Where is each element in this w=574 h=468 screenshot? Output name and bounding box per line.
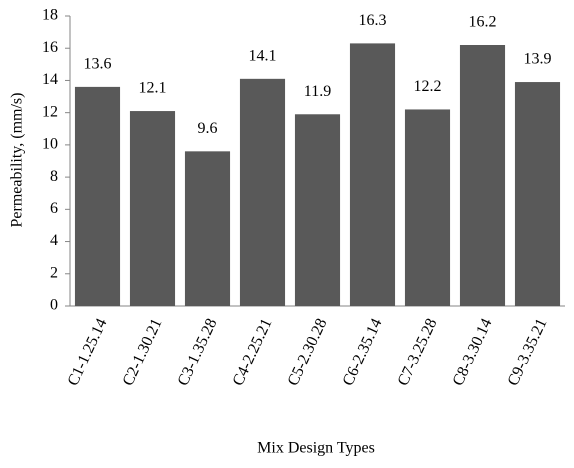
y-tick-label: 16: [42, 39, 58, 56]
y-axis-label: Permeability, (mm/s): [9, 93, 26, 228]
data-label: 12.2: [414, 78, 442, 95]
x-tick-label: C3-1.35.28: [175, 316, 221, 388]
data-label: 9.6: [198, 120, 218, 137]
y-tick-label: 10: [42, 136, 58, 153]
bar: [74, 86, 121, 306]
bar: [129, 111, 176, 306]
data-label: 16.3: [359, 12, 387, 29]
x-tick-label: C1-1.25.14: [65, 316, 111, 388]
y-tick-label: 4: [50, 232, 58, 249]
data-label: 14.1: [249, 48, 277, 65]
data-label: 13.9: [524, 51, 552, 68]
bar: [459, 45, 506, 306]
bar: [294, 114, 341, 307]
x-axis-label: Mix Design Types: [257, 440, 375, 457]
y-tick-label: 14: [42, 71, 58, 88]
bar: [239, 78, 286, 306]
bar: [184, 151, 231, 306]
y-tick-label: 2: [50, 264, 58, 281]
bar: [514, 82, 561, 306]
x-tick-label: C6-2.35.14: [340, 316, 386, 388]
x-tick-label: C8-3.30.14: [450, 316, 496, 388]
y-tick-label: 6: [50, 200, 58, 217]
x-tick-label: C4-2.25.21: [230, 316, 276, 388]
y-tick-label: 0: [50, 297, 58, 314]
x-tick-label: C5-2.30.28: [285, 316, 331, 388]
y-tick-label: 12: [42, 103, 58, 120]
x-tick-label: C9-3.35.21: [505, 316, 551, 388]
data-label: 11.9: [304, 83, 331, 100]
bar: [349, 43, 396, 307]
bar: [404, 109, 451, 306]
data-label: 13.6: [84, 56, 112, 73]
x-tick-label: C2-1.30.21: [120, 316, 166, 388]
data-label: 16.2: [469, 14, 497, 31]
data-label: 12.1: [139, 80, 167, 97]
y-tick-label: 18: [42, 7, 58, 24]
x-tick-label: C7-3.25.28: [395, 316, 441, 388]
y-tick-label: 8: [50, 168, 58, 185]
